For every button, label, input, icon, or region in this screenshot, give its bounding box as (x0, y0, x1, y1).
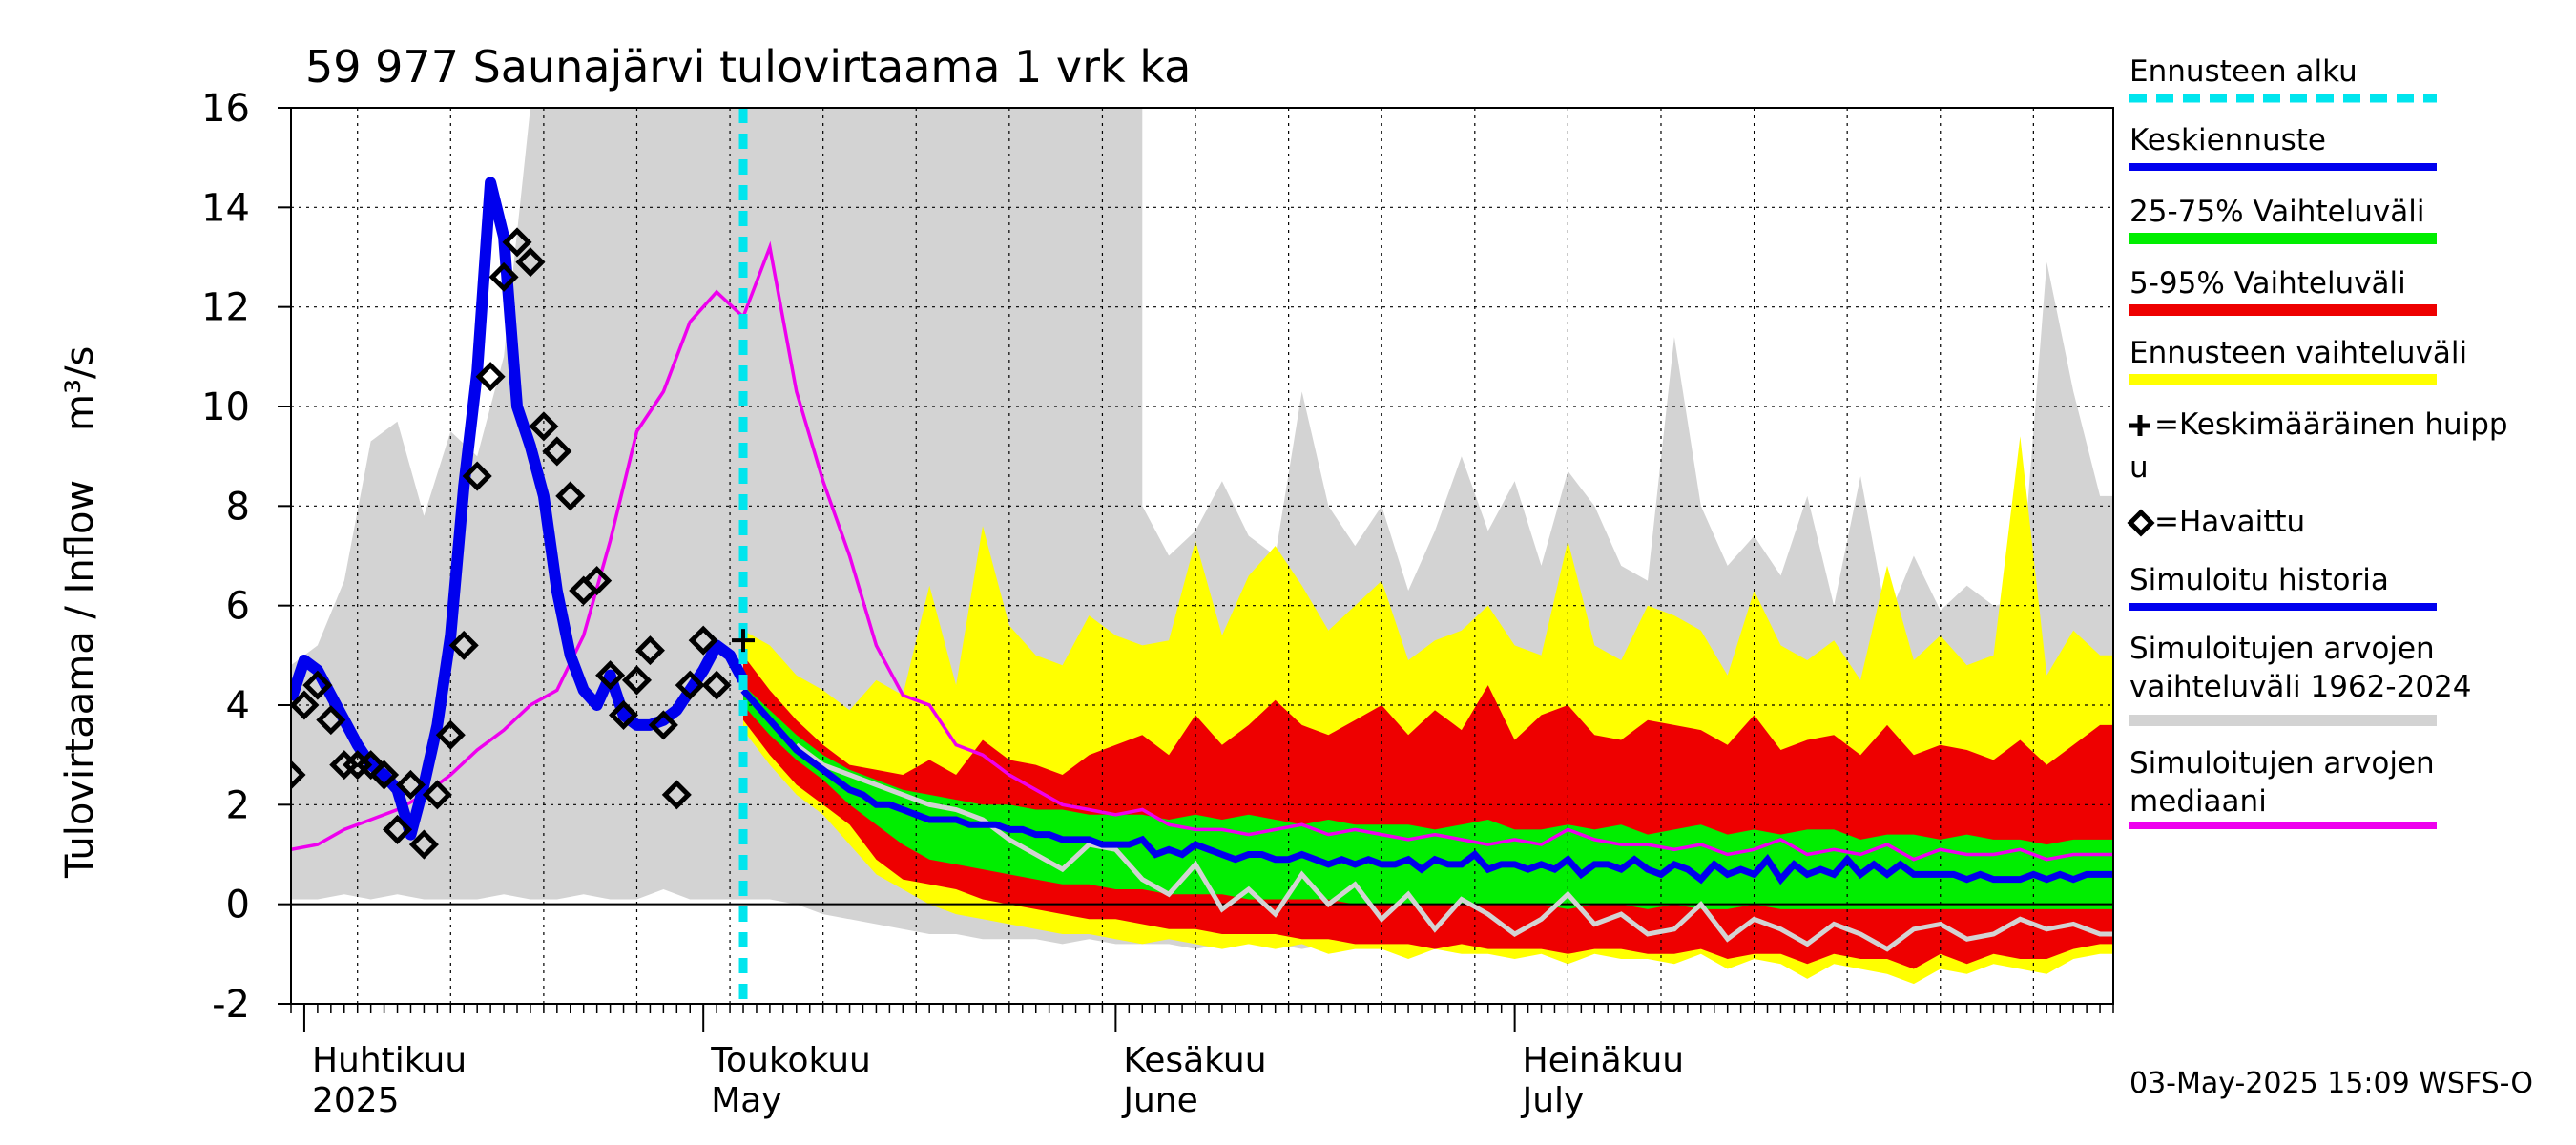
observed-point (648, 710, 678, 740)
observed-point (422, 780, 452, 810)
legend-label: Simuloitujen arvojen (2129, 632, 2435, 666)
y-tick-label: 4 (226, 684, 250, 728)
observed-point (291, 760, 306, 790)
observed-point (555, 481, 586, 511)
observed-point (502, 227, 532, 258)
observed-point (675, 670, 705, 700)
legend-label: Keskiennuste (2129, 123, 2326, 157)
observed-point (529, 411, 559, 442)
legend-label: Simuloitu historia (2129, 563, 2389, 597)
legend-label: Ennusteen alku (2129, 54, 2358, 89)
observed-point (302, 670, 333, 700)
legend-label: Ennusteen vaihteluväli (2129, 336, 2467, 370)
observed-point (661, 780, 692, 810)
mean-peak-marker (732, 629, 756, 653)
observed-point (595, 660, 626, 691)
month-label-fi: Toukokuu (710, 1041, 871, 1080)
month-label-fi: Huhtikuu (312, 1041, 467, 1080)
month-label-en: June (1121, 1081, 1197, 1120)
mean-forecast-line (740, 688, 2113, 885)
observed-point (621, 665, 653, 696)
observed-point (462, 461, 492, 491)
observed-point (542, 436, 572, 467)
y-axis-label: Tulovirtaama / Inflow m³/s (58, 346, 102, 879)
observed-point (316, 705, 346, 736)
y-tick-label: 12 (201, 286, 250, 330)
simulated-trace-grey (795, 742, 2113, 952)
y-axis-tick-labels: -2 0 2 4 6 8 10 12 14 16 (201, 87, 250, 1027)
legend-label-line2: vaihteluväli 1962-2024 (2129, 670, 2471, 704)
observed-point (291, 690, 320, 720)
observed-point (408, 829, 439, 860)
observed-point (634, 635, 665, 666)
legend-label-line2: u (2129, 450, 2149, 485)
observed-points (291, 227, 732, 860)
observed-point (609, 699, 639, 730)
observed-point (369, 760, 400, 790)
observed-point (488, 261, 519, 292)
legend-label: =Keskimääräinen huipp (2154, 407, 2508, 442)
legend-peak-symbol (2129, 415, 2150, 436)
observed-point (382, 814, 413, 844)
y-tick-label: 14 (201, 186, 250, 230)
observed-point (515, 247, 546, 278)
legend-label: 5-95% Vaihteluväli (2129, 266, 2406, 301)
legend: Ennusteen alku Keskiennuste 25-75% Vaihtel… (2127, 54, 2508, 829)
month-label-fi: Kesäkuu (1123, 1041, 1266, 1080)
axis-ticks (278, 107, 2114, 1032)
month-label-en: May (711, 1081, 781, 1120)
observed-point (688, 625, 718, 656)
y-tick-label: 2 (226, 783, 250, 827)
legend-label-line2: mediaani (2129, 784, 2267, 819)
plot-frame (290, 107, 2114, 1005)
chart-title: 59 977 Saunajärvi tulovirtaama 1 vrk ka (305, 41, 1191, 93)
y-tick-label: 8 (226, 485, 250, 529)
legend-observed-symbol (2127, 509, 2155, 537)
observed-point (435, 719, 466, 750)
timestamp-footer: 03-May-2025 15:09 WSFS-O (2129, 1067, 2533, 1100)
y-tick-label: 10 (201, 385, 250, 429)
observed-point (701, 670, 732, 700)
month-label-fi: Heinäkuu (1523, 1041, 1684, 1080)
month-label-en: 2025 (312, 1081, 400, 1120)
y-tick-label: 6 (226, 585, 250, 629)
legend-label: 25-75% Vaihteluväli (2129, 195, 2425, 229)
historical-range-upper-tail (1142, 108, 2113, 621)
y-tick-label: 0 (226, 884, 250, 927)
historical-median-line (291, 240, 2113, 862)
y-tick-label: 16 (201, 87, 250, 131)
legend-label: Simuloitujen arvojen (2129, 746, 2435, 781)
legend-label: =Havaittu (2154, 505, 2305, 539)
observed-point (475, 362, 506, 392)
observed-point (582, 566, 613, 596)
observed-point (395, 769, 426, 801)
observed-point (448, 630, 479, 660)
y-tick-label: -2 (212, 983, 250, 1027)
band-25-75-area (743, 685, 2113, 909)
month-label-en: July (1521, 1081, 1585, 1120)
